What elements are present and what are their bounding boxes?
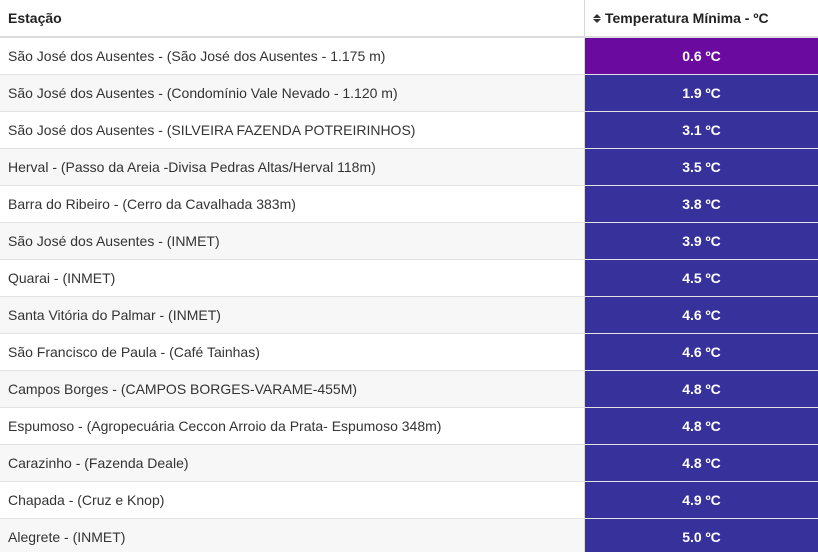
temperature-cell: 0.6 ºC [585,38,818,74]
table-row: São José dos Ausentes - (São José dos Au… [0,38,818,75]
station-cell: São José dos Ausentes - (SILVEIRA FAZEND… [0,112,585,148]
table-header: Estação Temperatura Mínima - ºC [0,0,818,38]
column-header-station[interactable]: Estação [0,0,585,36]
table-row: Chapada - (Cruz e Knop) 4.9 ºC [0,482,818,519]
column-header-station-label: Estação [8,10,62,26]
station-cell: Chapada - (Cruz e Knop) [0,482,585,518]
table-row: Espumoso - (Agropecuária Ceccon Arroio d… [0,408,818,445]
station-cell: Espumoso - (Agropecuária Ceccon Arroio d… [0,408,585,444]
table-row: Campos Borges - (CAMPOS BORGES-VARAME-45… [0,371,818,408]
station-cell: Campos Borges - (CAMPOS BORGES-VARAME-45… [0,371,585,407]
temperature-cell: 3.5 ºC [585,149,818,185]
station-cell: Santa Vitória do Palmar - (INMET) [0,297,585,333]
table-row: São Francisco de Paula - (Café Tainhas) 4… [0,334,818,371]
table-row: Santa Vitória do Palmar - (INMET) 4.6 ºC [0,297,818,334]
table-row: Barra do Ribeiro - (Cerro da Cavalhada 3… [0,186,818,223]
table-row: Quarai - (INMET) 4.5 ºC [0,260,818,297]
temperature-cell: 4.9 ºC [585,482,818,518]
table-row: Alegrete - (INMET) 5.0 ºC [0,519,818,552]
table-row: Herval - (Passo da Areia -Divisa Pedras … [0,149,818,186]
column-header-temperature-label: Temperatura Mínima - ºC [605,10,769,26]
station-cell: São José dos Ausentes - (INMET) [0,223,585,259]
table-row: São José dos Ausentes - (INMET) 3.9 ºC [0,223,818,260]
temperature-cell: 5.0 ºC [585,519,818,552]
temperature-cell: 3.9 ºC [585,223,818,259]
temperature-cell: 3.8 ºC [585,186,818,222]
column-header-temperature[interactable]: Temperatura Mínima - ºC [585,0,818,36]
table-row: São José dos Ausentes - (SILVEIRA FAZEND… [0,112,818,149]
station-cell: São José dos Ausentes - (Condomínio Vale… [0,75,585,111]
table-row: Carazinho - (Fazenda Deale) 4.8 ºC [0,445,818,482]
temperature-cell: 4.5 ºC [585,260,818,296]
temperature-cell: 3.1 ºC [585,112,818,148]
station-cell: Carazinho - (Fazenda Deale) [0,445,585,481]
temperature-cell: 4.6 ºC [585,334,818,370]
station-cell: Quarai - (INMET) [0,260,585,296]
temperature-cell: 1.9 ºC [585,75,818,111]
station-cell: Herval - (Passo da Areia -Divisa Pedras … [0,149,585,185]
temperature-cell: 4.8 ºC [585,408,818,444]
table-body: São José dos Ausentes - (São José dos Au… [0,38,818,552]
station-cell: São José dos Ausentes - (São José dos Au… [0,38,585,74]
temperature-cell: 4.8 ºC [585,371,818,407]
temperature-cell: 4.6 ºC [585,297,818,333]
table-row: São José dos Ausentes - (Condomínio Vale… [0,75,818,112]
station-cell: Barra do Ribeiro - (Cerro da Cavalhada 3… [0,186,585,222]
station-cell: São Francisco de Paula - (Café Tainhas) [0,334,585,370]
station-cell: Alegrete - (INMET) [0,519,585,552]
temperature-cell: 4.8 ºC [585,445,818,481]
sort-icon[interactable] [593,13,601,23]
